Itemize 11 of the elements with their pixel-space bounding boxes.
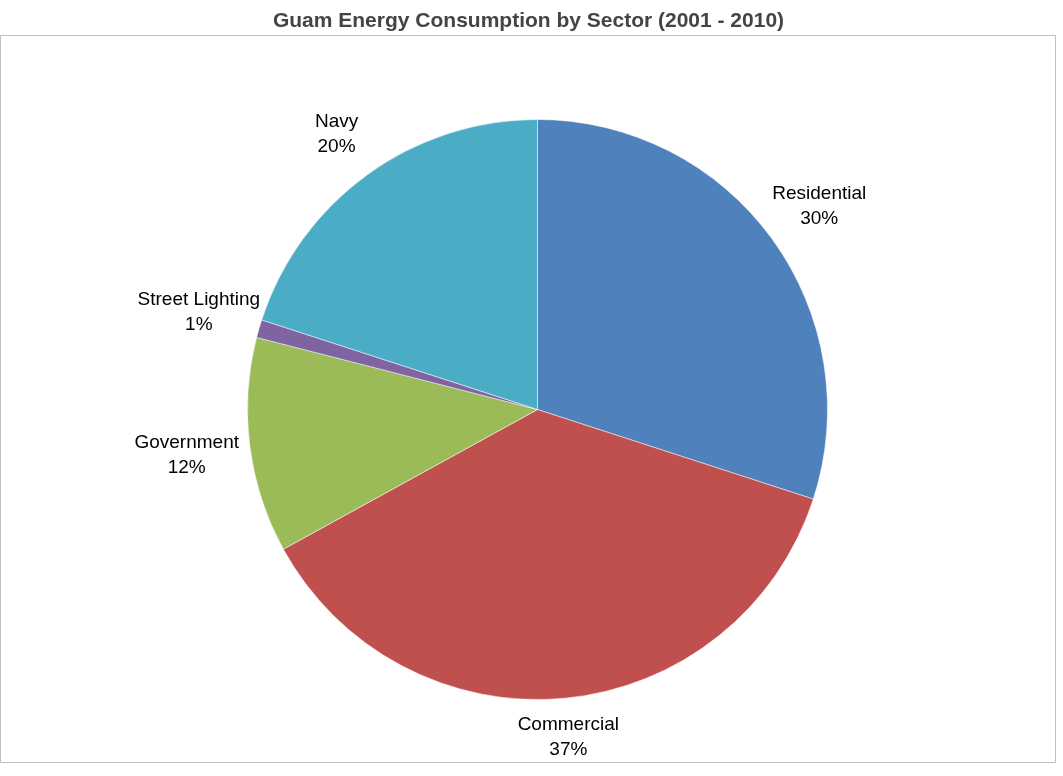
slice-label: Government <box>134 430 240 452</box>
data-label: 20% <box>317 134 356 156</box>
chart-title: Guam Energy Consumption by Sector (2001 - 2010) <box>272 7 785 31</box>
data-label: 1% <box>185 313 213 335</box>
slice-label: Navy <box>314 109 359 131</box>
data-label: 37% <box>549 737 588 759</box>
data-label: 12% <box>167 455 206 477</box>
slice-label: Commercial <box>517 712 620 734</box>
slice-label: Street Lighting <box>137 288 261 310</box>
data-label: 30% <box>800 206 839 228</box>
slice-label: Residential <box>772 181 867 203</box>
